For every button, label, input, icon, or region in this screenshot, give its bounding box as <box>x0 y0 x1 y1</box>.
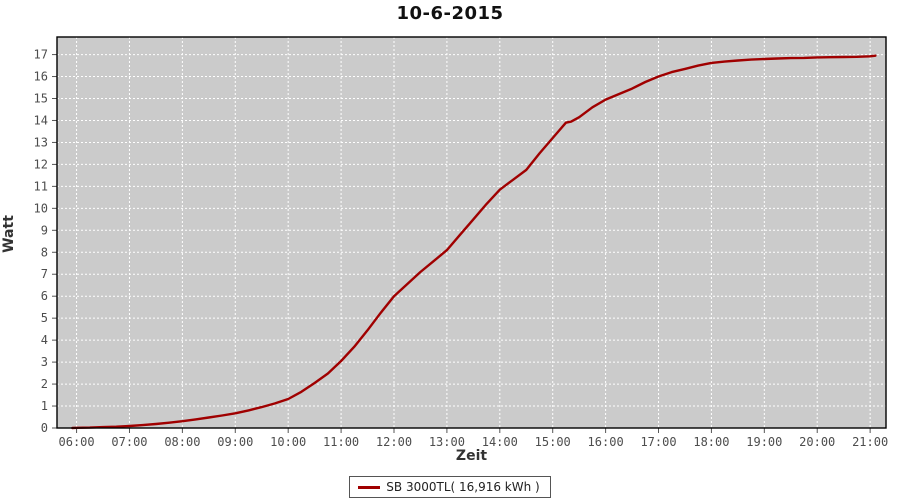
y-tick-label: 14 <box>34 113 48 127</box>
x-tick-label: 10:00 <box>270 435 306 449</box>
x-tick-label: 16:00 <box>588 435 624 449</box>
x-tick-label: 18:00 <box>693 435 729 449</box>
legend-box: SB 3000TL( 16,916 kWh ) <box>349 476 551 498</box>
x-tick-label: 13:00 <box>429 435 465 449</box>
y-tick-label: 17 <box>34 48 48 62</box>
x-tick-label: 06:00 <box>59 435 95 449</box>
y-tick-label: 5 <box>41 311 48 325</box>
series-line <box>71 54 877 430</box>
x-tick-label: 09:00 <box>217 435 253 449</box>
y-tick-label: 8 <box>41 245 48 259</box>
plot-frame <box>56 36 887 429</box>
y-tick-label: 11 <box>34 179 48 193</box>
y-tick-label: 16 <box>34 70 48 84</box>
y-tick-label: 10 <box>34 201 48 215</box>
x-tick-label: 08:00 <box>164 435 200 449</box>
y-tick-label: 9 <box>41 223 48 237</box>
chart-title: 10-6-2015 <box>396 3 504 24</box>
x-tick-label: 14:00 <box>482 435 518 449</box>
y-tick-label: 0 <box>41 421 48 435</box>
y-tick-label: 3 <box>41 355 48 369</box>
series-line-icon <box>358 485 381 489</box>
y-tick-label: 4 <box>41 333 48 347</box>
x-tick-label: 11:00 <box>323 435 359 449</box>
x-tick-label: 15:00 <box>535 435 571 449</box>
y-tick-label: 15 <box>34 92 48 106</box>
x-tick-label: 19:00 <box>746 435 782 449</box>
plot-background <box>57 37 886 428</box>
x-tick-label: 20:00 <box>799 435 835 449</box>
x-tick-label: 12:00 <box>376 435 412 449</box>
y-tick-label: 2 <box>41 377 48 391</box>
x-tick-label: 21:00 <box>852 435 888 449</box>
legend: SB 3000TL( 16,916 kWh ) <box>0 476 900 498</box>
legend-label: SB 3000TL( 16,916 kWh ) <box>386 480 540 494</box>
y-tick-label: 6 <box>41 289 48 303</box>
y-tick-label: 13 <box>34 135 48 149</box>
y-tick-label: 1 <box>41 399 48 413</box>
x-tick-label: 17:00 <box>640 435 676 449</box>
y-tick-label: 7 <box>41 267 48 281</box>
x-axis-title: Zeit <box>455 448 488 464</box>
y-tick-label: 12 <box>34 157 48 171</box>
x-tick-label: 07:00 <box>111 435 147 449</box>
